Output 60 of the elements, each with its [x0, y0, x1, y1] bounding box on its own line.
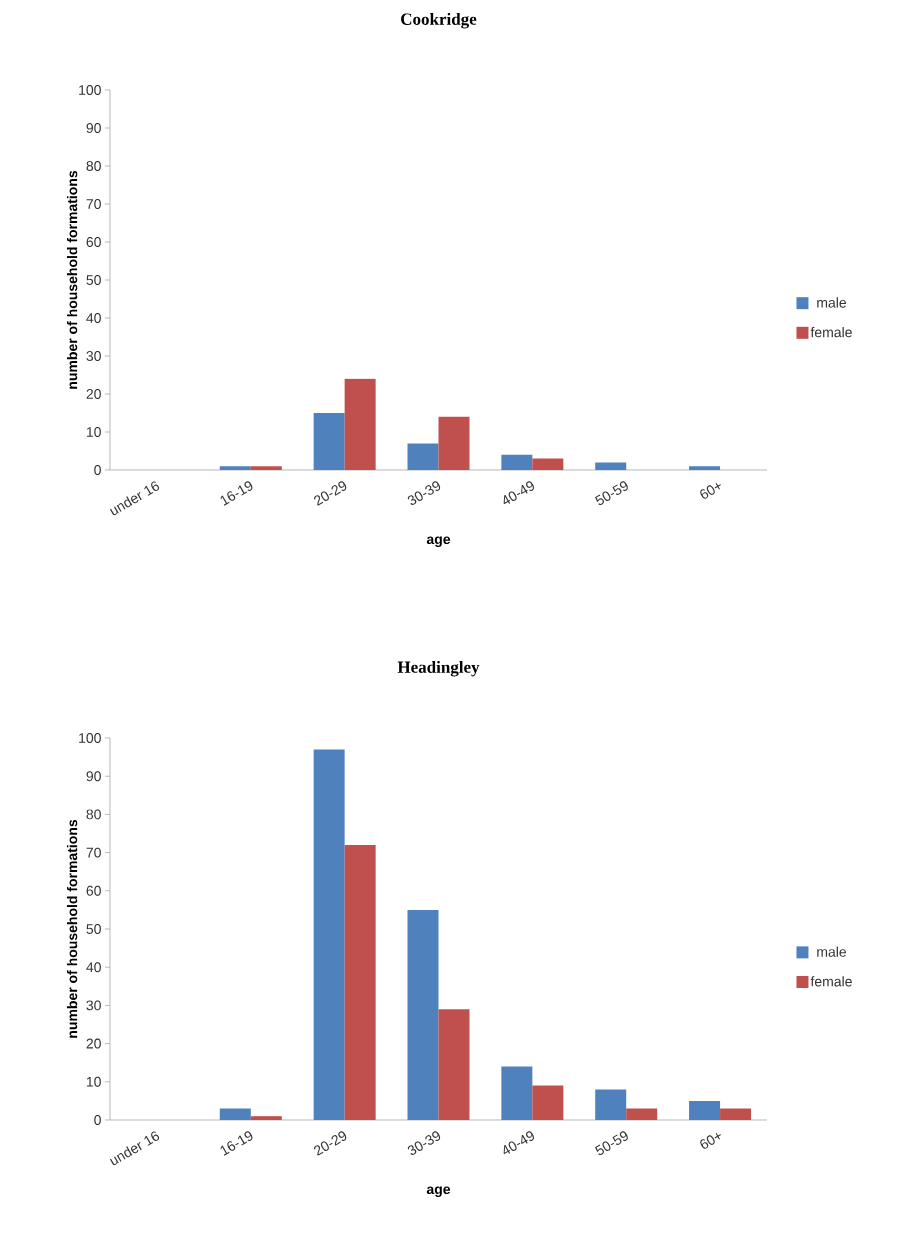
y-tick-label: 10 — [86, 427, 101, 437]
bar — [344, 378, 376, 470]
bar — [219, 466, 251, 470]
bar — [532, 1085, 564, 1120]
y-tick-label: 70 — [86, 199, 101, 209]
legend-label: female — [810, 326, 852, 338]
y-tick-label: 70 — [86, 847, 101, 858]
x-tick-label: 60+ — [700, 483, 721, 499]
bar — [407, 909, 439, 1120]
bar — [689, 466, 721, 470]
y-axis-title: number of household formations — [66, 819, 78, 1038]
x-tick-label: under 16 — [109, 1131, 160, 1166]
y-tick-label: 60 — [86, 237, 101, 247]
bar — [219, 1108, 251, 1120]
bar — [344, 844, 376, 1120]
bar — [501, 1066, 533, 1120]
y-tick-label: 30 — [86, 1000, 101, 1011]
bar — [501, 454, 533, 470]
bar — [532, 458, 564, 470]
legend-label: female — [810, 976, 852, 987]
y-tick-label: 50 — [86, 924, 101, 934]
x-tick-label: 60+ — [700, 1133, 721, 1149]
bar — [438, 1009, 470, 1120]
y-tick-label: 100 — [79, 85, 101, 95]
bar — [407, 443, 439, 470]
bar — [689, 1100, 721, 1120]
y-tick-label: 50 — [86, 275, 101, 285]
y-tick-label: 0 — [94, 465, 101, 475]
legend-label: male — [817, 297, 847, 308]
y-tick-label: 0 — [94, 1115, 101, 1125]
y-tick-label: 40 — [86, 962, 101, 973]
y-tick-label: 60 — [86, 885, 101, 896]
y-tick-label: 30 — [86, 351, 101, 361]
y-tick-label: 20 — [86, 389, 101, 399]
bar — [595, 1089, 627, 1120]
x-tick-label: 40-49 — [503, 1131, 534, 1155]
bar — [313, 749, 345, 1120]
bar — [720, 1108, 752, 1120]
y-tick-label: 100 — [79, 733, 101, 743]
bar — [595, 462, 627, 470]
legend-label: male — [817, 946, 847, 957]
x-tick-label: 40-49 — [503, 481, 534, 505]
y-axis-title: number of household formations — [66, 170, 78, 389]
bar — [313, 413, 345, 470]
x-tick-label: under 16 — [109, 481, 160, 516]
bar — [626, 1108, 658, 1120]
bar — [250, 1116, 282, 1120]
y-tick-label: 80 — [86, 809, 101, 820]
bar — [250, 466, 282, 470]
chart-title: Headingley — [397, 660, 480, 677]
y-tick-label: 90 — [86, 771, 101, 782]
y-tick-label: 10 — [86, 1076, 101, 1087]
bar — [438, 416, 470, 470]
y-tick-label: 90 — [86, 123, 101, 133]
x-axis-title: age — [426, 1186, 451, 1197]
y-tick-label: 40 — [86, 313, 101, 323]
y-tick-label: 20 — [86, 1038, 101, 1049]
y-tick-label: 80 — [86, 161, 101, 171]
x-axis-title: age — [426, 536, 451, 547]
chart-title: Cookridge — [401, 12, 477, 29]
